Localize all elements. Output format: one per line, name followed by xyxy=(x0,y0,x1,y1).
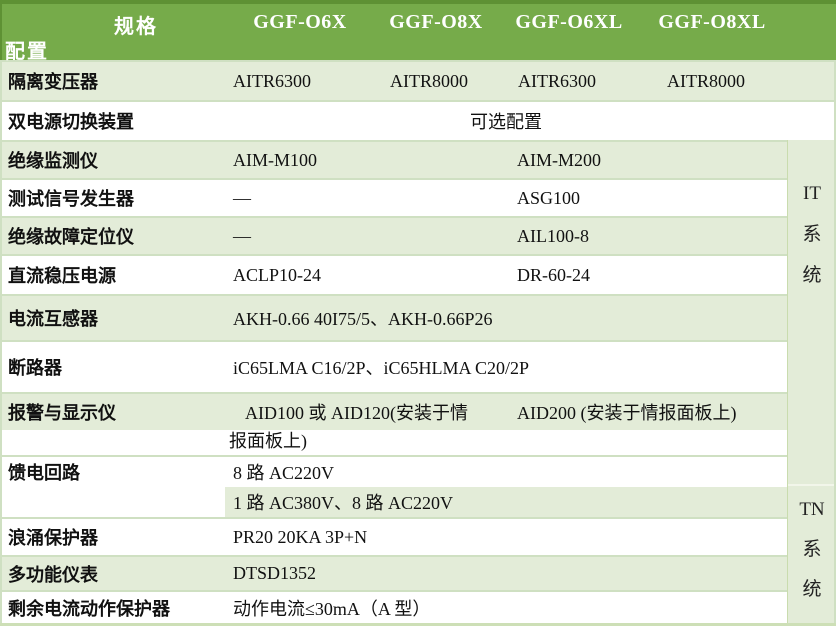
table-row-dc-power-supply: 直流稳压电源 ACLP10-24 DR-60-24 xyxy=(0,254,836,294)
header-corner-config: 配置 xyxy=(5,41,49,63)
cell-value: AITR8000 xyxy=(390,70,468,91)
cell-value: — xyxy=(233,225,251,246)
row-label: 多功能仪表 xyxy=(8,564,98,585)
cell-value: AID100 或 AID120(安装于情 xyxy=(245,403,468,423)
column-header-ggf-o8xl: GGF-O8XL xyxy=(658,11,766,33)
table-bottom-border xyxy=(0,623,836,626)
it-system-label-line: 统 xyxy=(802,265,822,286)
table-row-test-signal-generator: 测试信号发生器 — ASG100 xyxy=(0,178,836,216)
table-row-residual-current-protector: 剩余电流动作保护器 动作电流≤30mA（A 型） xyxy=(0,590,836,623)
cell-value: ASG100 xyxy=(517,187,581,208)
cell-value: AKH-0.66 40I75/5、AKH-0.66P26 xyxy=(233,309,493,329)
table-row-fault-locator: 绝缘故障定位仪 — AIL100-8 xyxy=(0,216,836,254)
table-row-multifunction-meter: 多功能仪表 DTSD1352 xyxy=(0,555,836,590)
table-row-isolation-transformer: 隔离变压器 AITR6300 AITR8000 AITR6300 AITR800… xyxy=(0,60,836,100)
cell-value: AITR6300 xyxy=(518,70,596,91)
table-left-border xyxy=(0,60,2,623)
table-row-alarm-display: 报警与显示仪 AID100 或 AID120(安装于情 AID200 (安装于情… xyxy=(0,392,836,455)
cell-value: 1 路 AC380V、8 路 AC220V xyxy=(225,487,787,517)
it-system-cell: IT 系 统 xyxy=(788,140,836,486)
row-label: 浪涌保护器 xyxy=(8,528,98,548)
row-label: 报警与显示仪 xyxy=(8,403,116,423)
cell-value: ACLP10-24 xyxy=(233,264,322,285)
cell-value: iC65LMA C16/2P、iC65HLMA C20/2P xyxy=(233,358,530,378)
cell-value: 动作电流≤30mA（A 型） xyxy=(233,598,431,619)
table-row-feeder-circuit: 馈电回路 8 路 AC220V xyxy=(0,455,836,487)
table-row-dual-power-switch: 双电源切换装置 可选配置 xyxy=(0,100,836,140)
table-row-surge-protector: 浪涌保护器 PR20 20KA 3P+N xyxy=(0,517,836,555)
header-corner-spec: 规格 xyxy=(114,16,158,38)
column-header-ggf-o6xl: GGF-O6XL xyxy=(515,11,623,33)
cell-value-wrap: 报面板上) xyxy=(229,431,307,451)
table-row-insulation-monitor: 绝缘监测仪 AIM-M100 AIM-M200 xyxy=(0,140,836,178)
cell-value: — xyxy=(233,187,251,208)
row-label: 断路器 xyxy=(8,358,62,378)
row-label: 馈电回路 xyxy=(8,463,80,483)
table-row-circuit-breaker: 断路器 iC65LMA C16/2P、iC65HLMA C20/2P xyxy=(0,340,836,392)
it-system-label-line: IT xyxy=(803,183,821,204)
cell-value: DTSD1352 xyxy=(233,563,317,583)
row-label: 直流稳压电源 xyxy=(8,266,116,286)
row-label: 双电源切换装置 xyxy=(8,112,134,132)
cell-value: DR-60-24 xyxy=(517,264,590,285)
cell-value: AITR6300 xyxy=(233,70,311,91)
row-label: 电流互感器 xyxy=(8,309,98,329)
row-label: 绝缘故障定位仪 xyxy=(8,227,134,247)
table-header: 规格 配置 GGF-O6X GGF-O8X GGF-O6XL GGF-O8XL xyxy=(0,0,836,63)
system-column: IT 系 统 TN 系 统 xyxy=(787,140,836,623)
cell-value: AIM-M200 xyxy=(517,149,601,170)
column-header-ggf-o6x: GGF-O6X xyxy=(253,11,347,33)
cell-value: AID200 (安装于情报面板上) xyxy=(517,403,737,423)
row-label: 绝缘监测仪 xyxy=(8,151,98,171)
cell-value: AIM-M100 xyxy=(233,149,317,170)
row-label: 隔离变压器 xyxy=(8,72,98,92)
cell-value: AIL100-8 xyxy=(517,225,589,246)
tn-system-label-line: TN xyxy=(799,499,825,520)
it-system-label-line: 系 xyxy=(802,224,822,245)
row-label: 剩余电流动作保护器 xyxy=(8,598,170,619)
table-right-border xyxy=(834,60,836,623)
cell-value: PR20 20KA 3P+N xyxy=(233,526,368,547)
cell-value: 8 路 AC220V xyxy=(233,463,335,483)
tn-system-cell: TN 系 统 xyxy=(788,486,836,623)
tn-system-label-line: 系 xyxy=(802,539,822,560)
table-row-current-transformer: 电流互感器 AKH-0.66 40I75/5、AKH-0.66P26 xyxy=(0,294,836,340)
table-row-feeder-circuit-2: 1 路 AC380V、8 路 AC220V xyxy=(0,487,836,517)
column-header-ggf-o8x: GGF-O8X xyxy=(389,11,483,33)
cell-value: AITR8000 xyxy=(667,70,745,91)
tn-system-label-line: 统 xyxy=(802,579,822,600)
cell-value: 可选配置 xyxy=(470,112,542,132)
row-label: 测试信号发生器 xyxy=(8,189,134,209)
